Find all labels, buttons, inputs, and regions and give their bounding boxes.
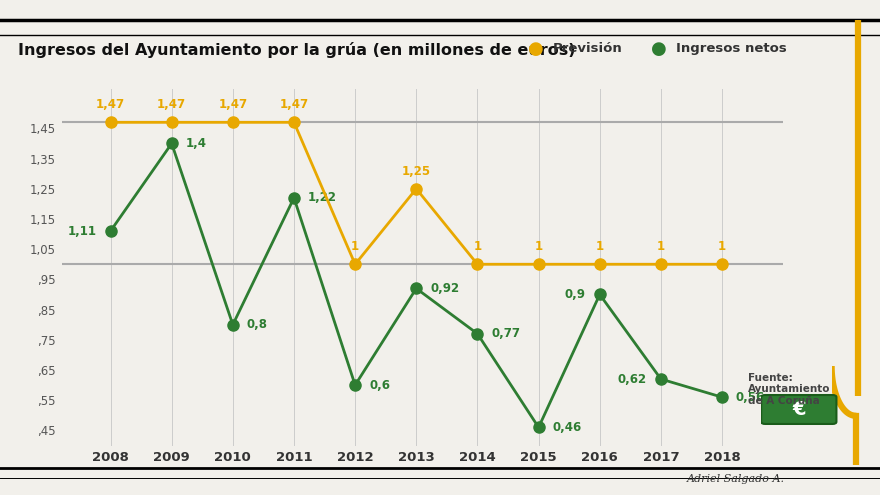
Text: 0,9: 0,9	[565, 288, 586, 301]
Text: 1,25: 1,25	[402, 165, 431, 178]
Text: 0,92: 0,92	[430, 282, 459, 295]
Text: ●: ●	[528, 40, 544, 57]
Text: 1,47: 1,47	[280, 98, 309, 111]
Text: 1,11: 1,11	[68, 225, 97, 238]
Text: ●: ●	[651, 40, 667, 57]
Text: Adriel Salgado A.: Adriel Salgado A.	[686, 474, 784, 484]
Text: Fuente:
Ayuntamiento
de A Coruña: Fuente: Ayuntamiento de A Coruña	[748, 373, 831, 406]
Text: 1,22: 1,22	[308, 192, 337, 204]
Text: 0,8: 0,8	[246, 318, 268, 331]
Text: 0,62: 0,62	[618, 373, 647, 386]
Text: 1: 1	[656, 240, 665, 253]
Text: 1,4: 1,4	[186, 137, 207, 150]
Text: Ingresos del Ayuntamiento por la grúa (en millones de euros): Ingresos del Ayuntamiento por la grúa (e…	[18, 42, 576, 58]
Text: 0,6: 0,6	[369, 379, 390, 392]
Text: 1: 1	[473, 240, 481, 253]
Text: Previsión: Previsión	[553, 42, 622, 55]
Text: 1: 1	[718, 240, 726, 253]
Text: Ingresos netos: Ingresos netos	[676, 42, 787, 55]
Text: 1: 1	[596, 240, 604, 253]
Text: 0,46: 0,46	[553, 421, 582, 434]
Text: 1,47: 1,47	[96, 98, 125, 111]
Text: 1,47: 1,47	[218, 98, 247, 111]
Text: 0,77: 0,77	[491, 327, 520, 340]
Text: €: €	[793, 400, 806, 419]
Text: 1,47: 1,47	[158, 98, 187, 111]
FancyBboxPatch shape	[761, 395, 836, 424]
Text: 1: 1	[351, 240, 359, 253]
Text: 0,56: 0,56	[736, 391, 766, 404]
Text: 1: 1	[534, 240, 543, 253]
